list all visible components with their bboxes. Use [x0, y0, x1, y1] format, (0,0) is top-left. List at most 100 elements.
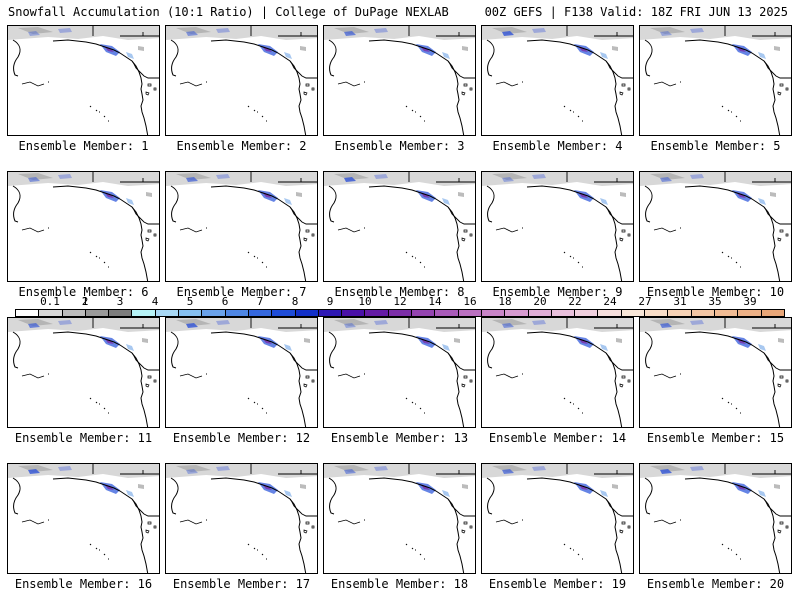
colorbar-swatch	[412, 310, 436, 316]
ensemble-member-label: Ensemble Member: 17	[172, 577, 311, 591]
colorbar-tick-labels: 0.1 1 2 3 4 5 6 7 8 9 10 12 14 16 18 20 22 24 27 31 35 39	[15, 296, 785, 308]
member-map-drawing	[482, 26, 633, 135]
colorbar-tick-label: 5	[186, 295, 194, 308]
colorbar-swatch	[575, 310, 599, 316]
member-map-drawing	[166, 172, 317, 281]
ensemble-member-map	[7, 463, 160, 574]
colorbar-swatch	[39, 310, 63, 316]
ensemble-member-map	[7, 317, 160, 428]
ensemble-member-map	[165, 171, 318, 282]
colorbar-swatch	[295, 310, 319, 316]
ensemble-member-label: Ensemble Member: 15	[646, 431, 785, 445]
ensemble-member-label: Ensemble Member: 12	[172, 431, 311, 445]
ensemble-member-map	[323, 25, 476, 136]
ensemble-member-label: Ensemble Member: 8	[334, 285, 465, 299]
colorbar-tick-label: 35	[708, 295, 722, 308]
ensemble-member-map	[481, 171, 634, 282]
ensemble-member-map	[7, 171, 160, 282]
member-map-drawing	[640, 318, 791, 427]
member-map-drawing	[166, 26, 317, 135]
colorbar-swatch	[598, 310, 622, 316]
colorbar-swatch	[109, 310, 133, 316]
ensemble-member-label: Ensemble Member: 1	[18, 139, 149, 153]
ensemble-member-map	[481, 317, 634, 428]
ensemble-member-label: Ensemble Member: 18	[330, 577, 469, 591]
colorbar-tick-label: 14	[428, 295, 442, 308]
member-map-drawing	[324, 464, 475, 573]
ensemble-member-label: Ensemble Member: 20	[646, 577, 785, 591]
chart-title: Snowfall Accumulation (10:1 Ratio) | Col…	[8, 5, 449, 19]
colorbar-swatch	[272, 310, 296, 316]
colorbar-swatch	[342, 310, 366, 316]
ensemble-member-map	[639, 171, 792, 282]
colorbar-swatch	[85, 310, 110, 316]
model-run-info: 00Z GEFS | F138 Valid: 18Z FRI JUN 13 20…	[484, 5, 788, 19]
colorbar-swatch	[202, 310, 226, 316]
colorbar-swatch	[458, 310, 482, 316]
ensemble-member-label: Ensemble Member: 14	[488, 431, 627, 445]
colorbar-tick-label: 9	[326, 295, 334, 308]
ensemble-member-label: Ensemble Member: 5	[650, 139, 781, 153]
ensemble-member-label: Ensemble Member: 10	[646, 285, 785, 299]
colorbar-swatch	[714, 310, 739, 316]
ensemble-member-map	[165, 463, 318, 574]
colorbar-tick-label: 8	[291, 295, 299, 308]
colorbar-swatch	[435, 310, 459, 316]
member-map-drawing	[640, 26, 791, 135]
colorbar-tick-label: 39	[743, 295, 757, 308]
ensemble-member-map	[639, 25, 792, 136]
ensemble-member-map	[481, 25, 634, 136]
colorbar-tick-label: 20	[533, 295, 547, 308]
colorbar-tick-label: 16	[463, 295, 477, 308]
member-map-drawing	[8, 318, 159, 427]
colorbar-swatch	[225, 310, 249, 316]
colorbar-tick-label: 27	[638, 295, 652, 308]
member-map-drawing	[8, 464, 159, 573]
colorbar-tick-label: 22	[568, 295, 582, 308]
ensemble-member-map	[639, 463, 792, 574]
colorbar-tick-label: 31	[673, 295, 687, 308]
member-map-drawing	[8, 172, 159, 281]
member-map-drawing	[324, 26, 475, 135]
member-map-drawing	[166, 318, 317, 427]
ensemble-member-label: Ensemble Member: 11	[14, 431, 153, 445]
colorbar-swatch	[481, 310, 506, 316]
colorbar-tick-label: 1	[81, 295, 89, 308]
ensemble-member-map	[323, 317, 476, 428]
ensemble-member-label: Ensemble Member: 7	[176, 285, 307, 299]
colorbar-tick-label: 12	[393, 295, 407, 308]
colorbar-swatch	[248, 310, 273, 316]
ensemble-member-label: Ensemble Member: 4	[492, 139, 623, 153]
colorbar-tick-label: 18	[498, 295, 512, 308]
colorbar-swatch	[738, 310, 762, 316]
colorbar-tick-label: 4	[151, 295, 159, 308]
member-map-drawing	[8, 26, 159, 135]
colorbar-swatch	[761, 310, 784, 316]
colorbar-swatch	[528, 310, 552, 316]
colorbar-tick-label: 2	[81, 295, 89, 308]
colorbar-swatch	[388, 310, 413, 316]
member-map-drawing	[324, 318, 475, 427]
colorbar-swatch	[668, 310, 692, 316]
snowfall-colorbar	[15, 309, 785, 317]
colorbar-swatch	[179, 310, 203, 316]
colorbar-swatch	[645, 310, 669, 316]
ensemble-member-map	[481, 463, 634, 574]
colorbar-swatch	[155, 310, 180, 316]
member-map-drawing	[324, 172, 475, 281]
ensemble-member-map	[323, 463, 476, 574]
member-map-drawing	[482, 318, 633, 427]
colorbar-swatch	[132, 310, 156, 316]
ensemble-member-label: Ensemble Member: 19	[488, 577, 627, 591]
colorbar-swatch	[691, 310, 715, 316]
member-map-drawing	[640, 464, 791, 573]
ensemble-member-map	[165, 25, 318, 136]
colorbar-tick-label: 0.1	[40, 295, 60, 308]
ensemble-member-map	[323, 171, 476, 282]
colorbar-tick-label: 10	[358, 295, 372, 308]
ensemble-member-label: Ensemble Member: 9	[492, 285, 623, 299]
member-map-drawing	[166, 464, 317, 573]
colorbar-swatch	[62, 310, 86, 316]
colorbar-tick-label: 6	[221, 295, 229, 308]
member-map-drawing	[482, 172, 633, 281]
